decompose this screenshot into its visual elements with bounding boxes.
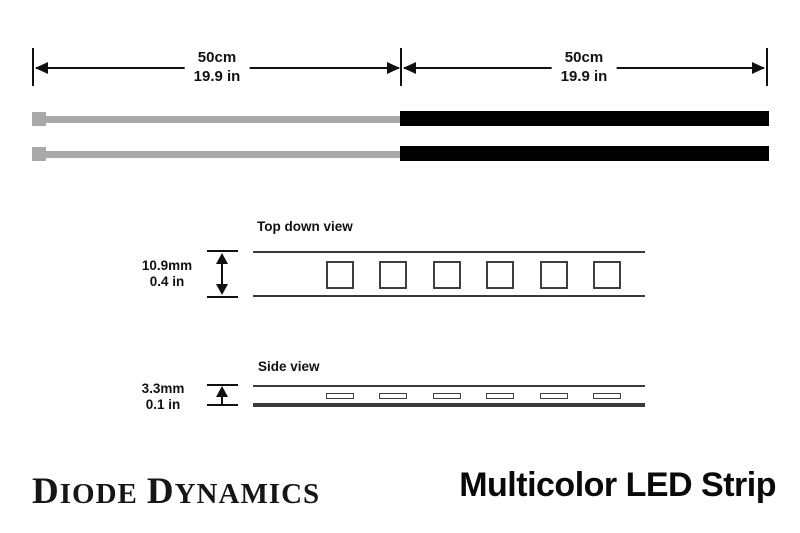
strip1-led-bar [400,111,769,126]
arrowhead-left-icon [35,62,48,74]
product-title: Multicolor LED Strip [459,466,776,504]
side-thickness-label: 3.3mm 0.1 in [115,381,211,413]
led-chip [432,393,461,399]
top-down-view-label: Top down view [257,219,353,234]
thickness-dim-cap-bottom [207,404,238,406]
strip2-connector [32,147,46,161]
length-imperial: 19.9 in [560,68,608,85]
length-imperial: 19.9 in [193,68,241,85]
brand-logo: DIODE DYNAMICS [32,470,320,513]
arrowhead-up-icon [216,386,228,397]
led-chip [539,393,568,399]
height-metric: 10.9mm [141,258,193,273]
led-chip [326,393,354,399]
dimension-tick-middle [400,48,402,86]
height-dim-arrow-shaft [221,255,223,293]
logo-letter: D [146,471,175,512]
length-metric: 50cm [197,49,237,66]
led-square [432,261,461,289]
arrowhead-right-icon [387,62,400,74]
strip2-wire [46,150,400,158]
logo-letters: IODE [59,478,138,510]
strip1-connector [32,112,46,126]
arrowhead-down-icon [216,284,228,295]
led-square [326,261,354,289]
led-chip [379,393,408,399]
top-down-height-label: 10.9mm 0.4 in [119,258,215,290]
thickness-imperial: 0.1 in [145,397,181,412]
logo-letter: D [32,471,60,512]
dimension-tick-right [766,48,768,86]
led-chip [486,393,515,399]
led-square [539,261,568,289]
led-square [486,261,515,289]
side-strip-top-edge [253,385,645,387]
thickness-metric: 3.3mm [141,381,185,396]
top-down-strip-top-edge [253,251,645,253]
arrowhead-right-icon [752,62,765,74]
length-dimension-label-left: 50cm 19.9 in [184,48,250,86]
thickness-dim-cap-top [207,384,238,386]
logo-letters: YNAMICS [174,478,321,510]
dimension-tick-left [32,48,34,86]
led-square [593,261,621,289]
led-square [379,261,408,289]
led-chip [593,393,621,399]
top-down-strip-bottom-edge [253,295,645,297]
length-metric: 50cm [564,49,604,66]
strip2-led-bar [400,146,769,161]
arrowhead-up-icon [216,253,228,264]
height-dim-cap-top [207,250,238,252]
height-imperial: 0.4 in [149,274,185,289]
side-view-label: Side view [258,359,320,374]
length-dimension-label-right: 50cm 19.9 in [551,48,617,86]
strip1-wire [46,115,400,123]
height-dim-cap-bottom [207,296,238,298]
side-strip-base [253,403,645,407]
arrowhead-left-icon [403,62,416,74]
